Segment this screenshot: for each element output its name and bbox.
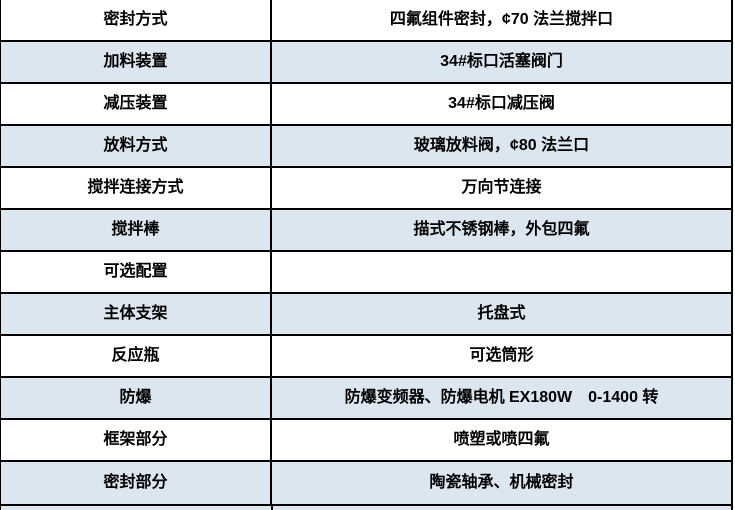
spec-label: 搅拌棒 bbox=[1, 210, 272, 250]
spec-value: 玻璃放料阀，¢80 法兰口 bbox=[413, 137, 590, 154]
spec-value: 防爆变频器、防爆电机 EX180W 0-1400 转 bbox=[344, 389, 659, 406]
table-row: 反应瓶 可选筒形 bbox=[1, 336, 731, 378]
spec-value: 34#标口减压阀 bbox=[448, 95, 555, 112]
spec-label: 框架部分 bbox=[1, 420, 272, 460]
table-row: 密封部分 陶瓷轴承、机械密封 bbox=[1, 462, 731, 504]
table-row: 搅拌棒 描式不锈钢棒，外包四氟 bbox=[1, 210, 731, 252]
spec-label: 密封方式 bbox=[1, 0, 272, 40]
spec-label: 可选配置 bbox=[1, 252, 272, 292]
spec-value: 描式不锈钢棒，外包四氟 bbox=[413, 221, 590, 238]
spec-value: 托盘式 bbox=[477, 305, 526, 322]
table-row: 密封方式 四氟组件密封，¢70 法兰搅拌口 bbox=[1, 0, 731, 42]
spec-value: 陶瓷轴承、机械密封 bbox=[429, 474, 574, 491]
spec-label: 防爆 bbox=[1, 378, 272, 418]
spec-value bbox=[272, 252, 731, 292]
column-divider bbox=[271, 506, 273, 510]
table-row: 框架部分 喷塑或喷四氟 bbox=[1, 420, 731, 462]
spec-label: 减压装置 bbox=[1, 84, 272, 124]
spec-label: 密封部分 bbox=[1, 462, 272, 504]
spec-label: 搅拌连接方式 bbox=[1, 168, 272, 208]
table-row: 加料装置 34#标口活塞阀门 bbox=[1, 42, 731, 84]
spec-value: 万向节连接 bbox=[461, 179, 542, 196]
table-row: 主体支架 托盘式 bbox=[1, 294, 731, 336]
spec-value: 四氟组件密封，¢70 法兰搅拌口 bbox=[389, 11, 614, 28]
cropped-next-row bbox=[0, 506, 733, 510]
spec-label: 加料装置 bbox=[1, 42, 272, 82]
table-row: 可选配置 bbox=[1, 252, 731, 294]
spec-label: 放料方式 bbox=[1, 126, 272, 166]
table-row: 放料方式 玻璃放料阀，¢80 法兰口 bbox=[1, 126, 731, 168]
spec-value: 喷塑或喷四氟 bbox=[453, 431, 550, 448]
spec-value: 34#标口活塞阀门 bbox=[440, 53, 563, 70]
spec-label: 主体支架 bbox=[1, 294, 272, 334]
table-row: 防爆 防爆变频器、防爆电机 EX180W 0-1400 转 bbox=[1, 378, 731, 420]
spec-value: 可选筒形 bbox=[469, 347, 534, 364]
spec-label: 反应瓶 bbox=[1, 336, 272, 376]
table-row: 搅拌连接方式 万向节连接 bbox=[1, 168, 731, 210]
table-row: 减压装置 34#标口减压阀 bbox=[1, 84, 731, 126]
